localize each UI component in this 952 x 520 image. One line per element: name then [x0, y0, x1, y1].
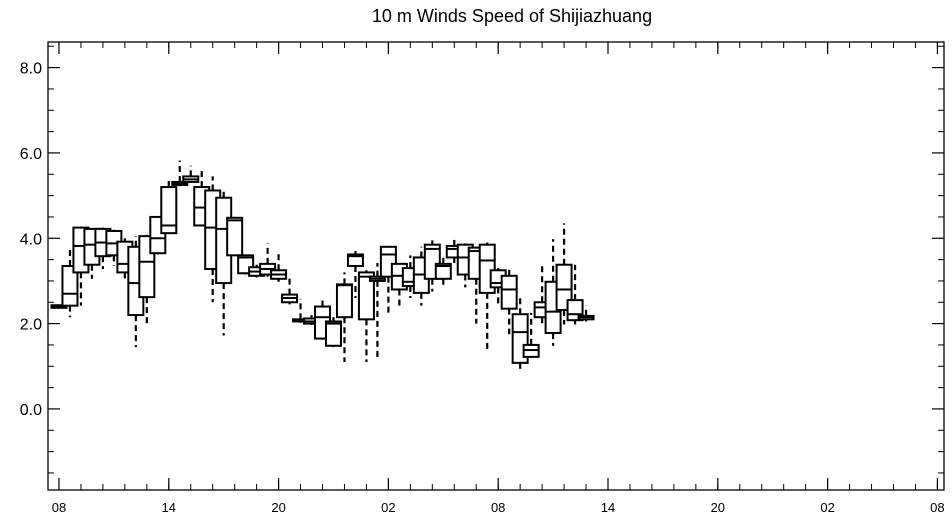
x-tick-label: 08	[52, 500, 66, 515]
box-item	[335, 272, 353, 362]
box-item	[226, 216, 244, 257]
x-tick-label: 08	[930, 500, 944, 515]
box-item	[522, 312, 540, 358]
boxes-group	[50, 160, 595, 370]
box-iqr	[324, 320, 342, 347]
box-item	[61, 248, 79, 318]
box-item	[171, 160, 189, 187]
y-tick-label: 8.0	[20, 61, 42, 78]
box-iqr	[346, 253, 364, 267]
box-item	[500, 268, 518, 335]
box-item	[138, 234, 156, 326]
x-tick-label: 14	[162, 500, 176, 515]
x-tick-label: 20	[711, 500, 725, 515]
box-item	[478, 242, 496, 351]
box-item	[281, 274, 299, 305]
x-tick-label: 08	[491, 500, 505, 515]
box-item	[324, 317, 342, 348]
box-iqr	[357, 271, 375, 321]
box-iqr	[500, 274, 518, 310]
box-item	[182, 165, 200, 183]
plot-frame	[47, 41, 945, 491]
box-item	[270, 251, 288, 282]
box-item	[577, 305, 595, 322]
axes: 0.0 2.0 4.0 6.0 8.0 08 14 20 02 08 14 20 02 08	[20, 42, 945, 515]
y-tick-label: 2.0	[20, 317, 42, 334]
box-iqr	[226, 216, 244, 257]
x-tick-label: 02	[820, 500, 834, 515]
box-item	[215, 189, 233, 336]
box-iqr	[160, 186, 178, 235]
box-item	[555, 223, 573, 325]
box-item	[259, 243, 277, 277]
y-tick-label: 6.0	[20, 146, 42, 163]
box-item	[368, 263, 386, 357]
box-item	[160, 180, 178, 235]
box-item	[489, 268, 507, 307]
box-iqr	[555, 263, 573, 311]
box-item	[434, 255, 452, 286]
y-tick-label: 4.0	[20, 231, 42, 248]
box-iqr	[335, 283, 353, 319]
chart-title: 10 m Winds Speed of Shijiazhuang	[372, 6, 652, 26]
box-iqr	[434, 262, 452, 280]
x-tick-label: 02	[381, 500, 395, 515]
x-tick-label: 20	[271, 500, 285, 515]
box-item	[357, 270, 375, 362]
box-item	[346, 251, 364, 298]
y-tick-label: 0.0	[20, 402, 42, 419]
x-tick-label: 14	[601, 500, 615, 515]
box-iqr	[61, 265, 79, 307]
